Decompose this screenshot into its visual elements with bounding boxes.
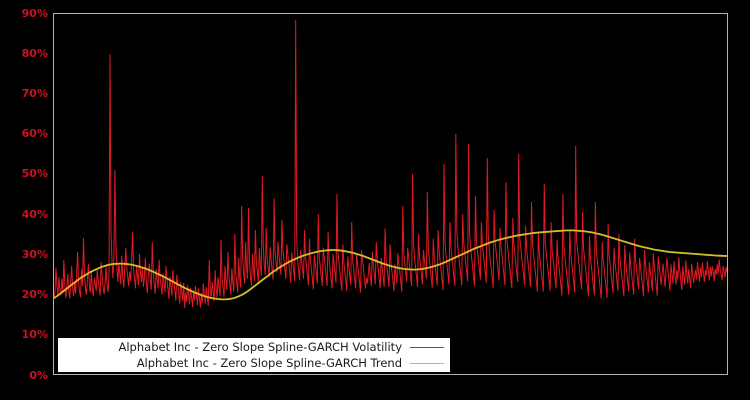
legend-entry-trend: Alphabet Inc - Zero Slope Spline-GARCH T… xyxy=(58,355,450,371)
legend-swatch-trend xyxy=(410,362,444,364)
y-tick-label-0: 0% xyxy=(29,368,48,382)
y-tick-label-30: 30% xyxy=(21,247,48,261)
plot-area xyxy=(53,13,728,375)
y-tick-label-90: 90% xyxy=(21,6,48,20)
legend-swatch-volatility xyxy=(410,346,444,348)
volatility-series xyxy=(54,20,727,308)
y-tick-label-40: 40% xyxy=(21,207,48,221)
legend-entry-volatility: Alphabet Inc - Zero Slope Spline-GARCH V… xyxy=(58,339,450,355)
legend-label-trend: Alphabet Inc - Zero Slope Spline-GARCH T… xyxy=(136,355,402,370)
y-tick-label-10: 10% xyxy=(21,328,48,342)
y-tick-label-80: 80% xyxy=(21,46,48,60)
series-canvas xyxy=(54,14,727,374)
trend-series xyxy=(54,230,727,299)
y-tick-label-50: 50% xyxy=(21,167,48,181)
y-axis-tick-labels: 0% 10% 20% 30% 40% 50% 60% 70% 80% 90% xyxy=(0,0,48,400)
legend-label-volatility: Alphabet Inc - Zero Slope Spline-GARCH V… xyxy=(118,339,403,354)
chart-legend: Alphabet Inc - Zero Slope Spline-GARCH V… xyxy=(58,338,450,372)
y-tick-label-20: 20% xyxy=(21,288,48,302)
y-tick-label-60: 60% xyxy=(21,127,48,141)
y-tick-label-70: 70% xyxy=(21,86,48,100)
